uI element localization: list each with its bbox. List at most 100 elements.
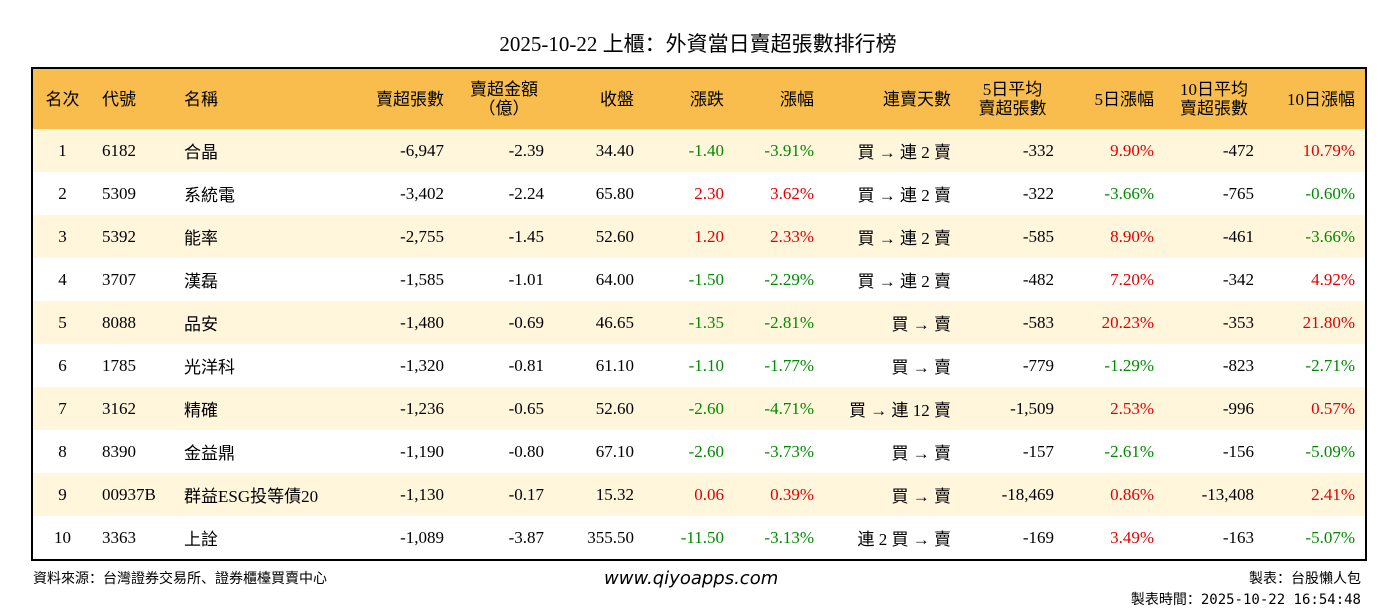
cell: 6 — [58, 355, 67, 375]
column-header: 5日平均 賣超張數 — [961, 68, 1064, 129]
cell: -0.65 — [508, 398, 544, 418]
cell: -585 — [1022, 226, 1054, 246]
column-header: 漲幅 — [734, 68, 824, 129]
header-line: （億） — [478, 99, 530, 118]
column-header: 5日漲幅 — [1064, 68, 1164, 129]
cell: -2.71% — [1305, 355, 1355, 375]
cell: 買 → 賣 — [891, 315, 952, 334]
cell: -157 — [1022, 441, 1054, 461]
cell: -2.29% — [764, 269, 814, 289]
cell: 0.39% — [770, 484, 814, 504]
table-row: 7 3162 精確 -1,236 -0.65 52.60 -2.60 -4.71% 買 → 連 … — [32, 387, 1366, 430]
cell: 3707 — [102, 269, 136, 289]
cell: 0.86% — [1110, 484, 1154, 504]
cell: 67.10 — [595, 441, 634, 461]
cell: -156 — [1222, 441, 1254, 461]
cell: 1785 — [102, 355, 136, 375]
cell: -2.61% — [1104, 441, 1154, 461]
cell: 15.32 — [595, 484, 634, 504]
cell: 2.30 — [694, 183, 724, 203]
cell: -1,089 — [400, 527, 444, 547]
cell: 52.60 — [595, 226, 634, 246]
cell: -1,130 — [400, 484, 444, 504]
cell: -2.81% — [764, 312, 814, 332]
cell: -1,236 — [400, 398, 444, 418]
cell: -482 — [1022, 269, 1054, 289]
column-header: 賣超金額 （億） — [454, 68, 554, 129]
cell: -5.09% — [1305, 441, 1355, 461]
cell: 3162 — [102, 398, 136, 418]
cell: -13,408 — [1201, 484, 1254, 504]
cell: 上詮 — [184, 530, 218, 549]
cell: -1,480 — [400, 312, 444, 332]
cell: 2.33% — [770, 226, 814, 246]
cell: 61.10 — [595, 355, 634, 375]
cell: -0.60% — [1305, 183, 1355, 203]
cell: -1,585 — [400, 269, 444, 289]
header-line: 10日漲幅 — [1287, 89, 1355, 109]
cell: 4.92% — [1311, 269, 1355, 289]
cell: -0.80 — [508, 441, 544, 461]
cell: 買 → 連 2 賣 — [857, 229, 952, 248]
cell: -2.60 — [688, 398, 724, 418]
cell: -2,755 — [400, 226, 444, 246]
cell: 20.23% — [1101, 312, 1154, 332]
header-line: 名稱 — [184, 89, 218, 109]
cell: 52.60 — [595, 398, 634, 418]
header-line: 代號 — [102, 89, 136, 109]
cell: 3.49% — [1110, 527, 1154, 547]
table-row: 8 8390 金益鼎 -1,190 -0.80 67.10 -2.60 -3.73% 買 → 賣… — [32, 430, 1366, 473]
cell: 買 → 賣 — [891, 358, 952, 377]
column-header: 代號 — [92, 68, 174, 129]
header-line: 連賣天數 — [883, 89, 951, 109]
cell: 系統電 — [184, 186, 235, 205]
cell: 46.65 — [595, 312, 634, 332]
cell: 64.00 — [595, 269, 634, 289]
cell: 2 — [58, 183, 67, 203]
table-row: 2 5309 系統電 -3,402 -2.24 65.80 2.30 3.62% 買 → 連 2… — [32, 172, 1366, 215]
cell: -1,190 — [400, 441, 444, 461]
column-header: 賣超張數 — [344, 68, 454, 129]
cell: -1,509 — [1010, 398, 1054, 418]
cell: -322 — [1022, 183, 1054, 203]
table-row: 1 6182 合晶 -6,947 -2.39 34.40 -1.40 -3.91% 買 → 連 … — [32, 129, 1366, 172]
cell: 1 — [58, 140, 67, 160]
cell: 3363 — [102, 527, 136, 547]
cell: 6182 — [102, 140, 136, 160]
cell: 買 → 連 2 賣 — [857, 143, 952, 162]
cell: -2.24 — [508, 183, 544, 203]
header-line: 漲跌 — [690, 89, 724, 109]
maker: 製表：台股懶人包 — [1249, 571, 1361, 587]
cell: 355.50 — [587, 527, 634, 547]
cell: 買 → 賣 — [891, 444, 952, 463]
cell: -1,320 — [400, 355, 444, 375]
cell: 21.80% — [1302, 312, 1355, 332]
cell: -1.01 — [508, 269, 544, 289]
cell: -779 — [1022, 355, 1054, 375]
cell: 光洋科 — [184, 358, 235, 377]
cell: 5 — [58, 312, 67, 332]
cell: -353 — [1222, 312, 1254, 332]
cell: -6,947 — [400, 140, 444, 160]
cell: -163 — [1222, 527, 1254, 547]
cell: -1.40 — [688, 140, 724, 160]
cell: -0.17 — [508, 484, 544, 504]
header-row: 名次 代號 名稱 賣超張數 賣超金額 （億） 收盤 漲跌 漲幅 連賣天數 5日平均 賣超張數 5日漲幅 1… — [32, 68, 1366, 129]
cell: 買 → 連 2 賣 — [857, 272, 952, 291]
table-row: 5 8088 品安 -1,480 -0.69 46.65 -1.35 -2.81% 買 → 賣 -… — [32, 301, 1366, 344]
source: 資料來源：台灣證券交易所、證券櫃檯買賣中心 — [33, 571, 327, 587]
cell: -2.39 — [508, 140, 544, 160]
cell: -18,469 — [1001, 484, 1054, 504]
table-row: 6 1785 光洋科 -1,320 -0.81 61.10 -1.10 -1.77% 買 → 賣… — [32, 344, 1366, 387]
cell: -11.50 — [680, 527, 724, 547]
cell: -4.71% — [764, 398, 814, 418]
cell: -3,402 — [400, 183, 444, 203]
cell: -765 — [1222, 183, 1254, 203]
cell: -1.45 — [508, 226, 544, 246]
column-header: 名次 — [32, 68, 92, 129]
cell: -3.13% — [764, 527, 814, 547]
cell: 9 — [58, 484, 67, 504]
header-line: 5日平均 — [982, 80, 1043, 99]
cell: 漢磊 — [184, 272, 218, 291]
